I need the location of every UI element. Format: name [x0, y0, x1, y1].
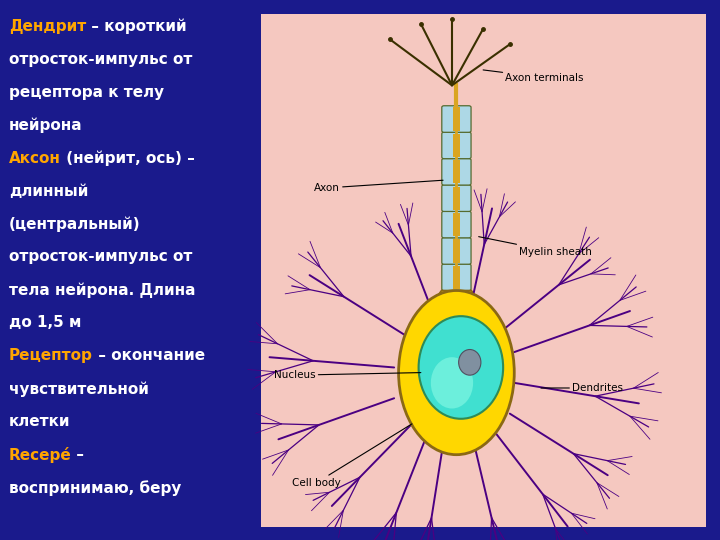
Text: Axon terminals: Axon terminals — [483, 70, 584, 83]
Text: отросток-импульс от: отросток-импульс от — [9, 249, 192, 265]
Text: Дендрит: Дендрит — [9, 19, 86, 34]
Text: клетки: клетки — [9, 414, 70, 429]
Bar — [454, 160, 459, 184]
Bar — [454, 186, 459, 210]
FancyBboxPatch shape — [442, 211, 471, 238]
Text: Cell body: Cell body — [292, 424, 412, 488]
Bar — [454, 239, 459, 262]
FancyBboxPatch shape — [442, 185, 471, 212]
Ellipse shape — [459, 349, 481, 375]
Ellipse shape — [399, 291, 514, 455]
Text: – короткий: – короткий — [86, 19, 186, 35]
FancyBboxPatch shape — [442, 132, 471, 159]
Bar — [454, 266, 459, 289]
Text: –: – — [71, 447, 84, 462]
Text: Dendrites: Dendrites — [541, 383, 623, 393]
Text: – окончание: – окончание — [92, 348, 204, 363]
Ellipse shape — [431, 357, 473, 409]
Polygon shape — [434, 291, 479, 301]
Text: (нейрит, ось) –: (нейрит, ось) – — [60, 151, 194, 166]
Text: Axon: Axon — [314, 180, 443, 193]
Text: Recepé: Recepé — [9, 447, 71, 463]
Text: (центральный): (центральный) — [9, 217, 140, 232]
FancyBboxPatch shape — [442, 106, 471, 132]
Bar — [454, 107, 459, 131]
Bar — [454, 134, 459, 157]
Text: рецептора к телу: рецептора к телу — [9, 85, 163, 100]
Text: Myelin sheath: Myelin sheath — [479, 237, 592, 257]
Ellipse shape — [418, 316, 503, 419]
FancyBboxPatch shape — [442, 238, 471, 264]
Text: Рецептор: Рецептор — [9, 348, 92, 363]
Text: Аксон: Аксон — [9, 151, 60, 166]
Bar — [261, 14, 706, 526]
Text: чувствительной: чувствительной — [9, 381, 148, 397]
Text: нейрона: нейрона — [9, 118, 82, 133]
Text: тела нейрона. Длина: тела нейрона. Длина — [9, 282, 195, 298]
Text: воспринимаю, беру: воспринимаю, беру — [9, 480, 181, 496]
Text: Nucleus: Nucleus — [274, 370, 420, 380]
Text: до 1,5 м: до 1,5 м — [9, 315, 81, 330]
FancyBboxPatch shape — [442, 159, 471, 185]
Bar — [454, 213, 459, 236]
Text: длинный: длинный — [9, 184, 88, 199]
Text: отросток-импульс от: отросток-импульс от — [9, 52, 192, 67]
FancyBboxPatch shape — [442, 264, 471, 291]
